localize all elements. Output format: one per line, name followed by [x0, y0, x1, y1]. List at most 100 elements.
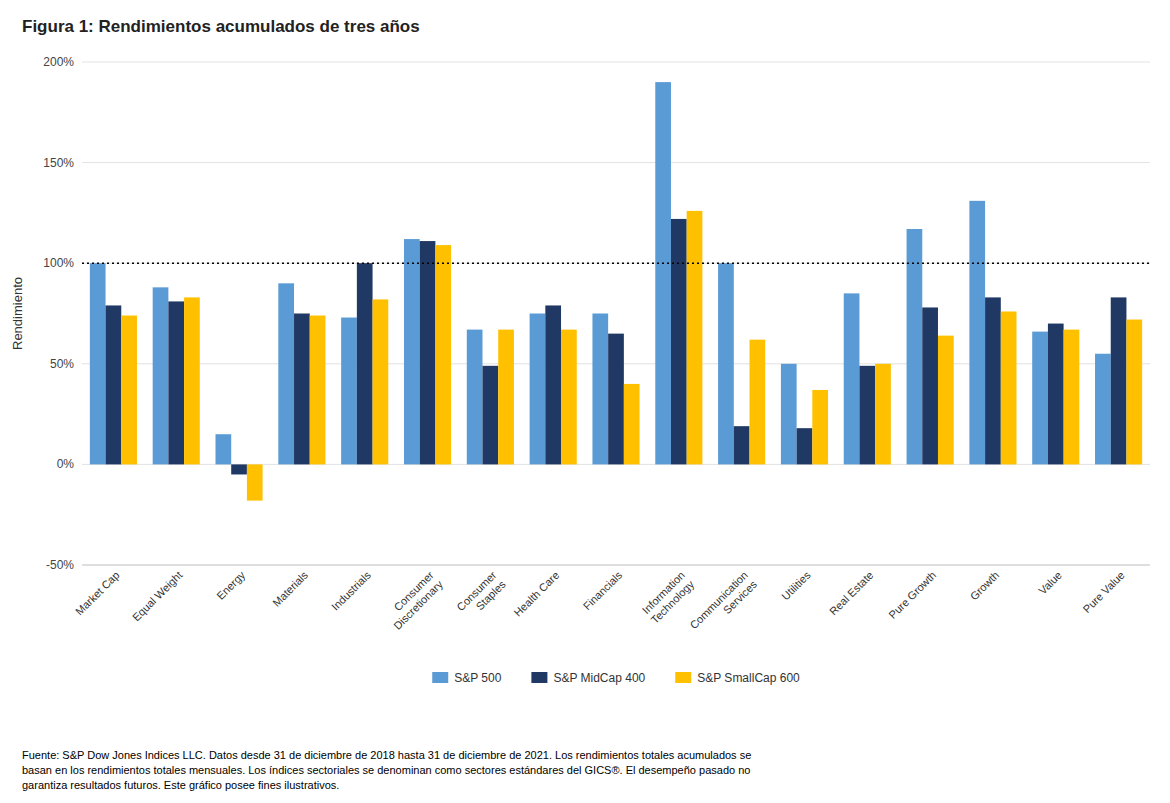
x-tick-label-group: ConsumerDiscretionary	[382, 568, 445, 631]
x-tick-label-line: Real Estate	[827, 569, 876, 618]
bar	[797, 428, 813, 464]
x-tick-label-line: Discretionary	[391, 578, 445, 632]
y-grid	[82, 62, 1150, 565]
x-tick-label-line: Pure Growth	[886, 569, 938, 621]
bar	[121, 316, 137, 465]
bar	[969, 201, 985, 465]
bar	[624, 384, 640, 464]
x-tick-label-line: Health Care	[511, 569, 561, 619]
x-tick-label: ConsumerDiscretionary	[382, 568, 445, 631]
grid-line	[82, 565, 1150, 566]
x-tick-label-line: Services	[721, 578, 760, 617]
bar	[859, 366, 875, 465]
bar	[812, 390, 828, 464]
footnote-line: Fuente: S&P Dow Jones Indices LLC. Datos…	[22, 749, 751, 761]
x-tick-label-group: InformationTechnology	[639, 568, 696, 625]
x-tick-label-line: Utilities	[779, 568, 813, 602]
x-tick-label-group: Financials	[581, 568, 625, 612]
bar	[106, 305, 122, 464]
x-tick-label-group: Growth	[968, 569, 1002, 603]
bar	[1126, 320, 1142, 465]
x-tick-label-group: Value	[1036, 569, 1064, 597]
bars	[90, 82, 1142, 500]
y-tick-label: -50%	[46, 558, 74, 572]
bar	[875, 364, 891, 465]
x-tick-label-line: Energy	[214, 568, 247, 601]
x-tick-label: Materials	[270, 568, 310, 608]
legend-swatch	[531, 672, 547, 683]
x-tick-label-group: Market Cap	[73, 569, 122, 618]
legend-label: S&P 500	[454, 671, 501, 685]
y-axis-label: Rendimiento	[10, 277, 25, 350]
bar	[404, 239, 420, 464]
legend-label: S&P MidCap 400	[553, 671, 645, 685]
y-tick-label: 150%	[43, 156, 74, 170]
x-tick-label-line: Equal Weight	[130, 569, 185, 624]
bar	[1032, 332, 1048, 465]
legend-label: S&P SmallCap 600	[697, 671, 800, 685]
x-tick-label-line: Materials	[270, 568, 310, 608]
x-tick-label-group: Energy	[214, 568, 247, 601]
bar	[530, 314, 546, 465]
bar	[1001, 311, 1017, 464]
background	[0, 0, 1170, 803]
bar	[750, 340, 766, 465]
footnote-line: basan en los rendimientos totales mensua…	[22, 764, 750, 776]
reference-line	[82, 262, 1150, 264]
x-tick-label-line: Pure Value	[1080, 569, 1126, 615]
bar	[718, 263, 734, 464]
bar	[655, 82, 671, 464]
grid-line	[82, 162, 1150, 163]
bar	[483, 366, 499, 465]
bar	[922, 307, 938, 464]
x-tick-label-line: Industrials	[329, 568, 373, 612]
bar	[168, 301, 184, 464]
title: Figura 1: Rendimientos acumulados de tre…	[22, 17, 420, 36]
x-tick-label-group: Materials	[270, 568, 310, 608]
bar	[184, 297, 200, 464]
x-tick-label: CommunicationServices	[687, 568, 759, 640]
x-tick-label-group: CommunicationServices	[687, 568, 759, 640]
bar	[608, 334, 624, 465]
y-tick-label: 200%	[43, 55, 74, 69]
bar	[153, 287, 169, 464]
bar	[341, 318, 357, 465]
bar	[231, 464, 247, 474]
bar	[435, 245, 451, 464]
x-tick-label-group: ConsumerStaples	[454, 568, 508, 622]
x-tick-label: Real Estate	[827, 569, 876, 618]
bar	[545, 305, 561, 464]
bar	[1048, 324, 1064, 465]
x-tick-label-line: Market Cap	[73, 569, 122, 618]
legend-swatch	[675, 672, 691, 683]
x-tick-label-group: Industrials	[329, 568, 373, 612]
x-tick-label: Health Care	[511, 569, 561, 619]
y-tick-label: 100%	[43, 256, 74, 270]
bar	[1095, 354, 1111, 465]
legend: S&P 500 S&P MidCap 400 S&P SmallCap 600	[432, 671, 800, 685]
bar	[1064, 330, 1080, 465]
bar	[247, 464, 263, 500]
bar	[420, 241, 436, 464]
x-tick-label: Market Cap	[73, 569, 122, 618]
bar	[938, 336, 954, 465]
x-axis-line	[82, 565, 1150, 566]
y-tick-label: 50%	[50, 357, 74, 371]
x-tick-label: Financials	[581, 568, 625, 612]
x-tick-label: Pure Growth	[886, 569, 938, 621]
bar	[907, 229, 923, 464]
x-tick-label: ConsumerStaples	[454, 568, 508, 622]
y-tick-label: 0%	[57, 457, 75, 471]
bar	[687, 211, 703, 465]
x-tick-label: Industrials	[329, 568, 373, 612]
bar	[985, 297, 1001, 464]
bar	[90, 263, 106, 464]
x-tick-label-line: Technology	[648, 578, 696, 626]
bar	[561, 330, 577, 465]
bar	[734, 426, 750, 464]
x-tick-label-line: Value	[1036, 569, 1064, 597]
bar	[357, 263, 373, 464]
bar	[671, 219, 687, 464]
x-tick-label-line: Growth	[968, 569, 1002, 603]
x-tick-label: Value	[1036, 569, 1064, 597]
